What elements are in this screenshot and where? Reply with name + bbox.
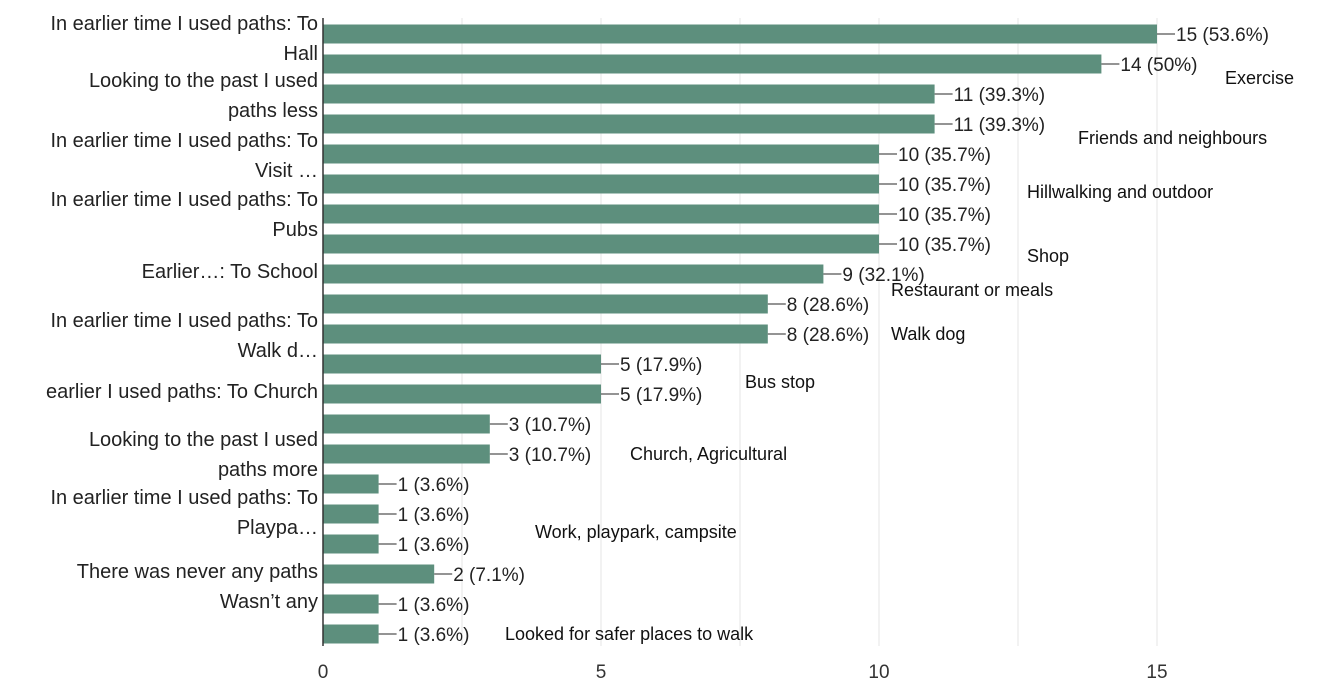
category-label: Playpa…	[237, 517, 318, 539]
value-label: 8 (28.6%)	[787, 295, 869, 316]
category-label: In earlier time I used paths: To	[50, 189, 318, 211]
value-label: 1 (3.6%)	[398, 625, 470, 646]
bar	[323, 565, 434, 584]
annotation-label: Work, playpark, campsite	[535, 522, 737, 542]
value-label: 15 (53.6%)	[1176, 25, 1269, 46]
x-tick-label: 5	[596, 662, 607, 682]
bar	[323, 505, 379, 524]
value-label: 10 (35.7%)	[898, 175, 991, 196]
value-label: 5 (17.9%)	[620, 355, 702, 376]
bar	[323, 415, 490, 434]
annotation-label: Looked for safer places to walk	[505, 624, 754, 644]
value-label: 1 (3.6%)	[398, 475, 470, 496]
bar	[323, 145, 879, 164]
category-label: Pubs	[272, 219, 318, 241]
category-label: Walk d…	[238, 340, 318, 362]
bar	[323, 25, 1157, 44]
value-label: 3 (10.7%)	[509, 445, 591, 466]
x-tick-label: 15	[1146, 662, 1167, 682]
category-label: paths more	[218, 459, 318, 481]
category-label: earlier I used paths: To Church	[46, 381, 318, 403]
bar	[323, 265, 823, 284]
category-label: In earlier time I used paths: To	[50, 487, 318, 509]
bar	[323, 115, 935, 134]
bar	[323, 445, 490, 464]
category-label: In earlier time I used paths: To	[50, 13, 318, 35]
bar	[323, 325, 768, 344]
annotation-label: Bus stop	[745, 372, 815, 392]
bar	[323, 55, 1101, 74]
value-label: 2 (7.1%)	[453, 565, 525, 586]
annotation-label: Exercise	[1225, 68, 1294, 88]
category-label: paths less	[228, 100, 318, 122]
value-label: 10 (35.7%)	[898, 235, 991, 256]
value-label: 10 (35.7%)	[898, 145, 991, 166]
value-label: 11 (39.3%)	[954, 115, 1046, 136]
bar	[323, 85, 935, 104]
bar	[323, 205, 879, 224]
value-label: 8 (28.6%)	[787, 325, 869, 346]
value-label: 10 (35.7%)	[898, 205, 991, 226]
annotation-label: Hillwalking and outdoor	[1027, 182, 1213, 202]
bar	[323, 355, 601, 374]
category-labels: In earlier time I used paths: To Hall Look…	[46, 13, 318, 613]
annotation-label: Walk dog	[891, 324, 965, 344]
value-label: 14 (50%)	[1120, 55, 1197, 76]
annotation-label: Friends and neighbours	[1078, 128, 1267, 148]
bar	[323, 625, 379, 644]
value-label: 1 (3.6%)	[398, 505, 470, 526]
annotation-label: Shop	[1027, 246, 1069, 266]
bar	[323, 175, 879, 194]
value-label: 5 (17.9%)	[620, 385, 702, 406]
category-label: Hall	[284, 43, 318, 65]
value-label: 1 (3.6%)	[398, 595, 470, 616]
category-label: Looking to the past I used	[89, 429, 318, 451]
category-label: Visit …	[255, 160, 318, 182]
value-label: 1 (3.6%)	[398, 535, 470, 556]
category-label: In earlier time I used paths: To	[50, 130, 318, 152]
category-label: There was never any paths	[77, 561, 318, 583]
category-label: Earlier…: To School	[142, 261, 318, 283]
category-label: Looking to the past I used	[89, 70, 318, 92]
annotation-label: Church, Agricultural	[630, 444, 787, 464]
bar	[323, 385, 601, 404]
category-label: In earlier time I used paths: To	[50, 310, 318, 332]
annotation-label: Restaurant or meals	[891, 280, 1053, 300]
bar	[323, 595, 379, 614]
value-label: 3 (10.7%)	[509, 415, 591, 436]
x-axis-ticks: 0 5 10 15	[318, 662, 1168, 682]
bar	[323, 235, 879, 254]
bar	[323, 535, 379, 554]
x-tick-label: 0	[318, 662, 329, 682]
bar	[323, 475, 379, 494]
category-label: Wasn’t any	[220, 591, 318, 613]
x-tick-label: 10	[868, 662, 889, 682]
value-label: 11 (39.3%)	[954, 85, 1046, 106]
bar	[323, 295, 768, 314]
